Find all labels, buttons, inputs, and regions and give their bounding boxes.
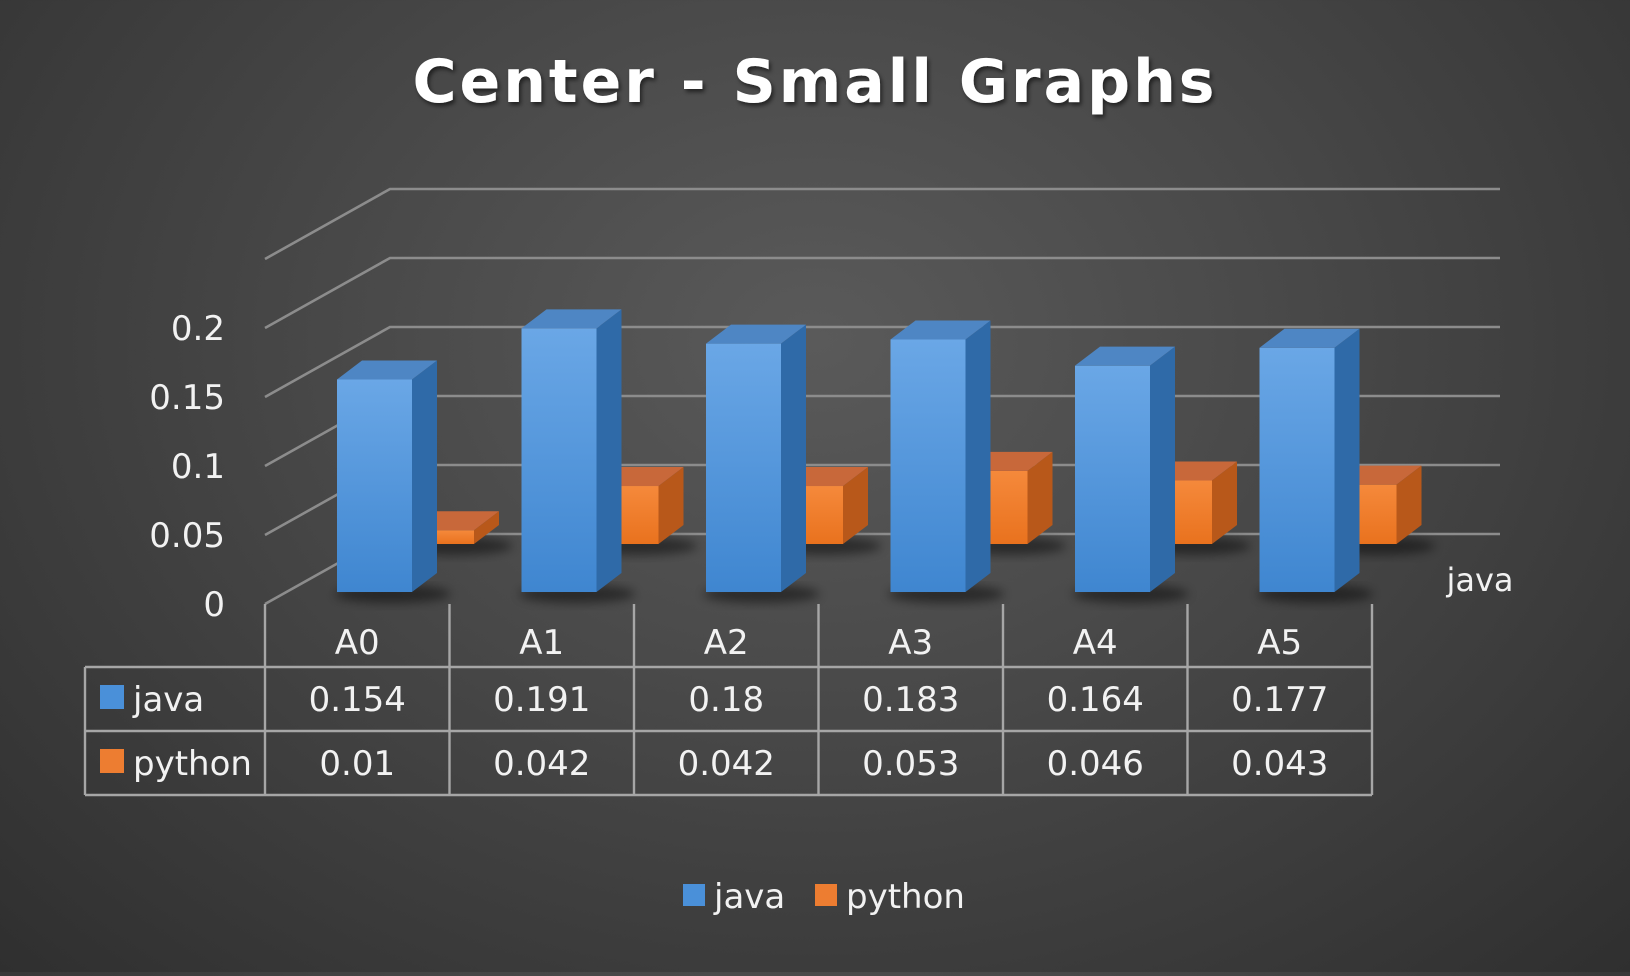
gridline xyxy=(264,325,1500,399)
chart-title: Center - Small Graphs xyxy=(412,47,1217,117)
bar-front xyxy=(521,328,597,592)
category-label: A1 xyxy=(519,623,564,663)
y-tick-label: 0.1 xyxy=(171,447,225,487)
bar-side xyxy=(1396,465,1422,544)
category-label: A2 xyxy=(704,623,749,663)
category-label: A5 xyxy=(1257,623,1302,663)
bar-java-A5 xyxy=(1259,328,1360,592)
bar-side xyxy=(1150,346,1175,592)
y-axis-tick-labels: 0 0.05 0.1 0.15 0.2 xyxy=(149,309,225,625)
gridline xyxy=(264,256,1500,330)
bars xyxy=(337,309,1422,592)
bar-top xyxy=(1075,346,1175,366)
y-tick-label: 0 xyxy=(203,585,225,625)
table-cell: 0.183 xyxy=(862,680,959,720)
bar-side xyxy=(596,309,622,592)
bar-front xyxy=(706,343,781,592)
gridline xyxy=(264,187,1500,261)
category-label: A3 xyxy=(888,623,933,663)
bar-top xyxy=(1259,328,1360,348)
table-cell: 0.01 xyxy=(319,744,395,784)
bar-top xyxy=(706,324,806,344)
bar-java-A4 xyxy=(1075,346,1175,592)
table-cell: 0.042 xyxy=(678,744,775,784)
y-tick-label: 0.2 xyxy=(171,309,225,349)
table-cell: 0.053 xyxy=(862,744,959,784)
y-tick-label: 0.05 xyxy=(149,516,225,556)
bar-side xyxy=(1334,328,1360,592)
bar-side xyxy=(965,320,991,592)
table-cell: 0.177 xyxy=(1231,680,1328,720)
data-table: A0 A1 A2 A3 A4 A5 java 0.154 0.191 0.18 0.183 0.164… xyxy=(83,604,1374,797)
bar-java-A1 xyxy=(521,309,622,592)
table-key-java xyxy=(100,685,124,709)
bar-side xyxy=(412,360,437,592)
bar-side xyxy=(1212,461,1237,544)
table-cell: 0.191 xyxy=(493,680,590,720)
table-cell: 0.043 xyxy=(1231,744,1328,784)
legend-label-java: java xyxy=(713,877,785,917)
bar-front xyxy=(337,379,412,592)
table-key-python xyxy=(100,749,124,773)
legend-key-java xyxy=(683,884,705,906)
category-label: A4 xyxy=(1073,623,1118,663)
bar-java-A0 xyxy=(337,360,437,592)
depth-axis-label: java xyxy=(1445,561,1513,599)
bar-side xyxy=(781,324,806,592)
bar-side xyxy=(843,467,868,544)
bar-front xyxy=(1259,347,1335,592)
bar-top xyxy=(521,309,622,329)
table-cell: 0.18 xyxy=(688,680,764,720)
table-cell: 0.154 xyxy=(309,680,406,720)
bar-top xyxy=(890,320,991,340)
category-label: A0 xyxy=(335,623,380,663)
bar-side xyxy=(474,511,499,544)
legend: java python xyxy=(683,877,965,917)
bar-java-A2 xyxy=(706,324,806,592)
legend-label-python: python xyxy=(846,877,965,917)
table-cell: 0.164 xyxy=(1047,680,1144,720)
bar-front xyxy=(890,339,966,592)
table-cell: 0.042 xyxy=(493,744,590,784)
bar-top xyxy=(337,360,437,380)
table-row-label: java xyxy=(132,680,204,720)
table-cell: 0.046 xyxy=(1047,744,1144,784)
bar-side xyxy=(658,467,684,544)
bar-side xyxy=(1027,451,1053,544)
legend-key-python xyxy=(815,884,837,906)
y-tick-label: 0.15 xyxy=(149,378,225,418)
table-row-label: python xyxy=(133,744,252,784)
bar-front xyxy=(1075,365,1150,592)
bar-java-A3 xyxy=(890,320,991,592)
